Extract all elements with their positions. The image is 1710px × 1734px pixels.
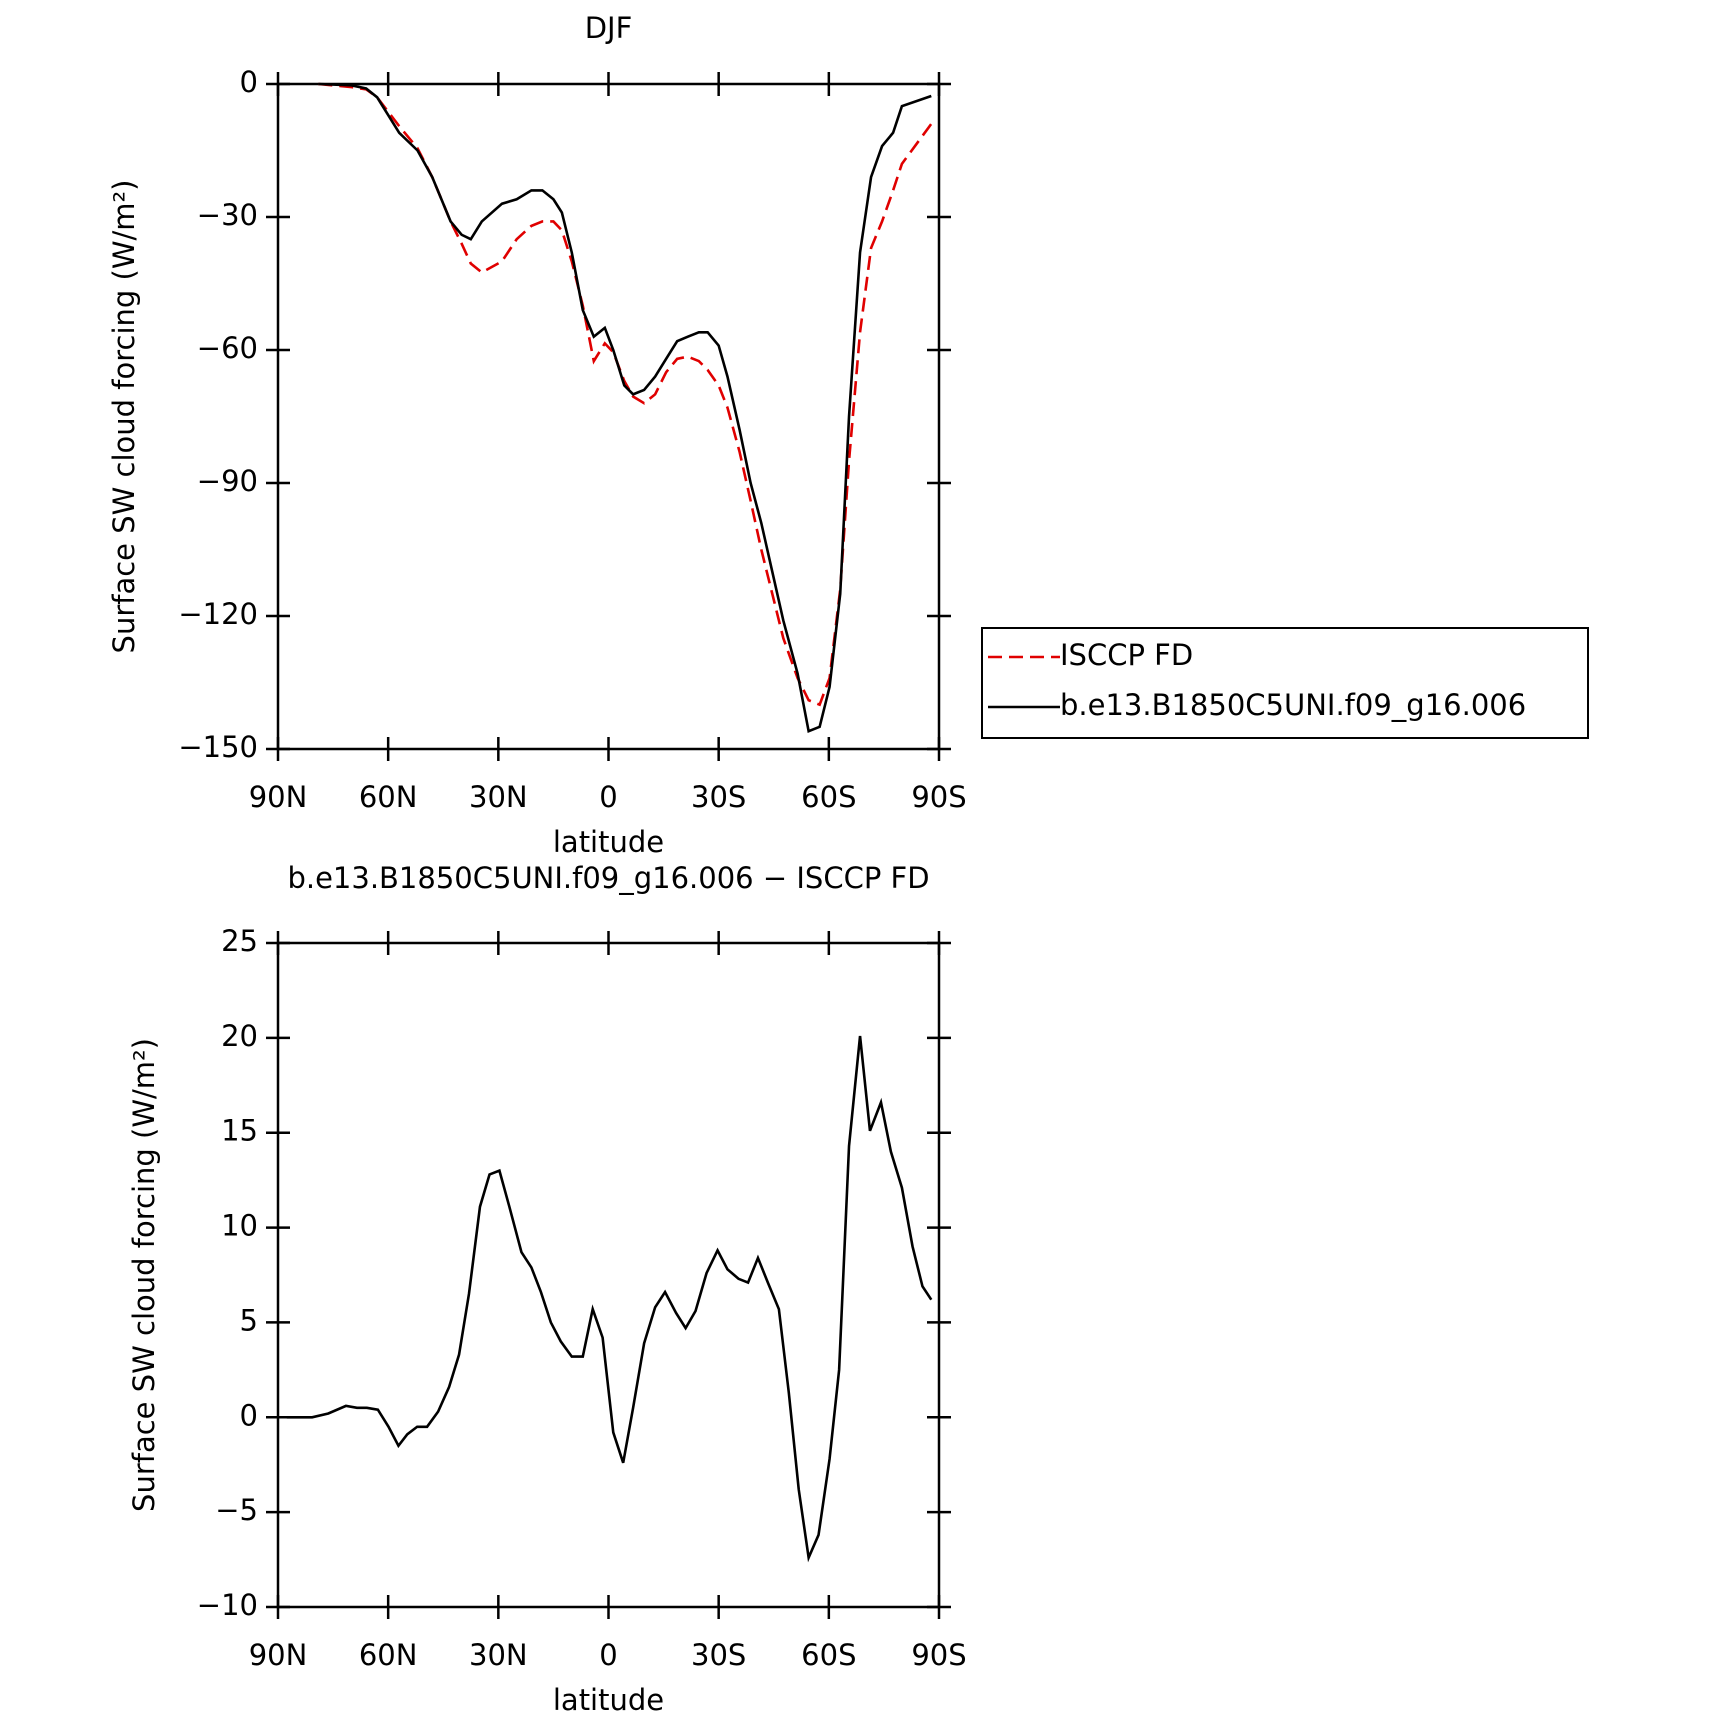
x-tick-label: 90S bbox=[911, 780, 966, 814]
data-line bbox=[286, 1035, 933, 1563]
data-line bbox=[318, 82, 933, 707]
y-tick-label: 10 bbox=[221, 1209, 258, 1243]
legend-box bbox=[981, 627, 1589, 739]
x-tick-label: 30S bbox=[691, 780, 746, 814]
chart-title: b.e13.B1850C5UNI.f09_g16.006 − ISCCP FD bbox=[287, 861, 929, 895]
y-tick-label: 5 bbox=[240, 1303, 258, 1337]
y-tick-label: −60 bbox=[197, 331, 258, 365]
y-tick-label: −150 bbox=[178, 730, 258, 764]
y-tick-label: 20 bbox=[221, 1019, 258, 1053]
x-tick-label: 90N bbox=[249, 780, 308, 814]
x-tick-label: 60S bbox=[801, 780, 856, 814]
y-tick-label: −30 bbox=[197, 198, 258, 232]
y-tick-label: 0 bbox=[240, 1398, 258, 1432]
x-tick-label: 0 bbox=[599, 780, 617, 814]
y-axis-label: Surface SW cloud forcing (W/m²) bbox=[107, 180, 141, 654]
y-tick-label: −10 bbox=[197, 1588, 258, 1622]
y-tick-label: −90 bbox=[197, 464, 258, 498]
legend-label: ISCCP FD bbox=[1060, 638, 1193, 672]
x-axis-label: latitude bbox=[553, 825, 664, 859]
y-tick-label: −120 bbox=[178, 597, 258, 631]
x-tick-label: 60N bbox=[359, 1638, 418, 1672]
y-axis-label: Surface SW cloud forcing (W/m²) bbox=[127, 1038, 161, 1512]
x-axis-label: latitude bbox=[553, 1683, 664, 1717]
x-tick-label: 0 bbox=[599, 1638, 617, 1672]
plot-frame bbox=[276, 941, 941, 1609]
y-tick-label: 15 bbox=[221, 1114, 258, 1148]
chart-title: DJF bbox=[585, 11, 633, 45]
y-tick-label: 0 bbox=[240, 65, 258, 99]
legend-label: b.e13.B1850C5UNI.f09_g16.006 bbox=[1060, 688, 1526, 722]
plot-frame bbox=[276, 82, 941, 751]
x-tick-label: 60S bbox=[801, 1638, 856, 1672]
x-tick-label: 30N bbox=[469, 1638, 528, 1672]
y-tick-label: 25 bbox=[221, 924, 258, 958]
x-tick-label: 30N bbox=[469, 780, 528, 814]
x-tick-label: 90N bbox=[249, 1638, 308, 1672]
x-tick-label: 60N bbox=[359, 780, 418, 814]
x-tick-label: 30S bbox=[691, 1638, 746, 1672]
y-tick-label: −5 bbox=[215, 1493, 258, 1527]
x-tick-label: 90S bbox=[911, 1638, 966, 1672]
data-line bbox=[318, 82, 932, 734]
